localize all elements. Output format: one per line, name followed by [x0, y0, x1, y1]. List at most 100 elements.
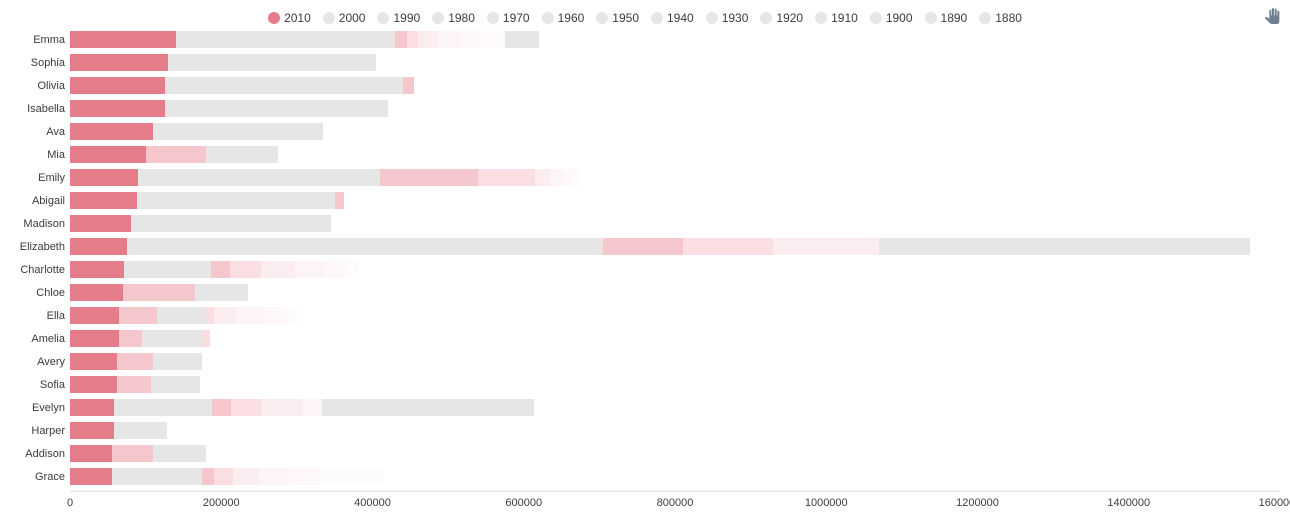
bar-segment[interactable]	[70, 169, 138, 186]
bar-segment[interactable]	[206, 146, 278, 163]
bar-segment[interactable]	[70, 215, 131, 232]
bar-segment[interactable]	[114, 399, 137, 416]
bar-segment[interactable]	[550, 169, 561, 186]
bar-segment[interactable]	[153, 123, 270, 140]
bar-row-mia[interactable]	[70, 146, 278, 163]
legend-item-1990[interactable]: 1990	[371, 11, 426, 25]
legend-item-1980[interactable]: 1980	[426, 11, 481, 25]
bar-segment[interactable]	[478, 238, 603, 255]
bar-segment[interactable]	[312, 31, 395, 48]
bar-segment[interactable]	[683, 238, 774, 255]
bar-segment[interactable]	[289, 468, 319, 485]
bar-row-emily[interactable]	[70, 169, 580, 186]
bar-segment[interactable]	[114, 422, 167, 439]
bar-row-abigail[interactable]	[70, 192, 344, 209]
bar-segment[interactable]	[146, 146, 207, 163]
bar-segment[interactable]	[214, 468, 233, 485]
legend-item-1970[interactable]: 1970	[481, 11, 536, 25]
bar-segment[interactable]	[320, 468, 354, 485]
bar-segment[interactable]	[286, 307, 297, 324]
bar-row-emma[interactable]	[70, 31, 539, 48]
legend-item-1890[interactable]: 1890	[919, 11, 974, 25]
bar-segment[interactable]	[289, 54, 376, 71]
bar-segment[interactable]	[335, 192, 344, 209]
bar-segment[interactable]	[70, 31, 176, 48]
bar-row-madison[interactable]	[70, 215, 331, 232]
bar-segment[interactable]	[142, 330, 203, 347]
legend-item-1900[interactable]: 1900	[864, 11, 919, 25]
bar-row-grace[interactable]	[70, 468, 384, 485]
bar-segment[interactable]	[70, 376, 117, 393]
bar-segment[interactable]	[119, 330, 142, 347]
bar-segment[interactable]	[151, 376, 200, 393]
bar-segment[interactable]	[70, 100, 165, 117]
bar-segment[interactable]	[202, 468, 213, 485]
bar-segment[interactable]	[117, 353, 153, 370]
bar-segment[interactable]	[308, 169, 380, 186]
bar-segment[interactable]	[403, 77, 414, 94]
bar-segment[interactable]	[70, 123, 153, 140]
bar-row-avery[interactable]	[70, 353, 202, 370]
bar-segment[interactable]	[117, 376, 151, 393]
bar-segment[interactable]	[773, 238, 879, 255]
bar-segment[interactable]	[202, 330, 210, 347]
bar-segment[interactable]	[573, 169, 581, 186]
bar-segment[interactable]	[395, 31, 406, 48]
bar-segment[interactable]	[119, 307, 157, 324]
bar-segment[interactable]	[303, 399, 322, 416]
bar-segment[interactable]	[535, 169, 550, 186]
bar-segment[interactable]	[458, 399, 534, 416]
bar-segment[interactable]	[1167, 238, 1212, 255]
bar-segment[interactable]	[165, 100, 309, 117]
bar-segment[interactable]	[418, 31, 437, 48]
bar-row-sofia[interactable]	[70, 376, 200, 393]
bar-segment[interactable]	[137, 192, 250, 209]
bar-segment[interactable]	[231, 399, 261, 416]
bar-row-evelyn[interactable]	[70, 399, 534, 416]
bar-segment[interactable]	[259, 468, 289, 485]
bar-segment[interactable]	[261, 399, 303, 416]
bar-segment[interactable]	[407, 31, 418, 48]
bar-segment[interactable]	[153, 445, 206, 462]
bar-segment[interactable]	[1114, 238, 1167, 255]
bar-row-olivia[interactable]	[70, 77, 414, 94]
bar-row-amelia[interactable]	[70, 330, 210, 347]
bar-row-charlotte[interactable]	[70, 261, 359, 278]
bar-segment[interactable]	[112, 468, 203, 485]
bar-segment[interactable]	[308, 100, 387, 117]
bar-segment[interactable]	[505, 31, 539, 48]
bar-segment[interactable]	[250, 192, 335, 209]
bar-row-ella[interactable]	[70, 307, 297, 324]
bar-segment[interactable]	[354, 468, 384, 485]
bar-segment[interactable]	[1000, 238, 1113, 255]
bar-segment[interactable]	[295, 261, 325, 278]
bar-row-chloe[interactable]	[70, 284, 248, 301]
bar-segment[interactable]	[123, 284, 195, 301]
bar-segment[interactable]	[70, 54, 168, 71]
bar-segment[interactable]	[437, 31, 460, 48]
bar-segment[interactable]	[138, 169, 308, 186]
legend-item-1930[interactable]: 1930	[700, 11, 755, 25]
bar-segment[interactable]	[157, 307, 206, 324]
bar-segment[interactable]	[230, 261, 260, 278]
bar-segment[interactable]	[367, 399, 458, 416]
bar-row-isabella[interactable]	[70, 100, 388, 117]
bar-segment[interactable]	[278, 215, 331, 232]
bar-segment[interactable]	[233, 468, 259, 485]
bar-segment[interactable]	[909, 238, 1000, 255]
bar-segment[interactable]	[263, 307, 286, 324]
bar-row-elizabeth[interactable]	[70, 238, 1250, 255]
bar-segment[interactable]	[348, 261, 359, 278]
bar-row-sophia[interactable]	[70, 54, 376, 71]
bar-segment[interactable]	[217, 238, 327, 255]
bar-segment[interactable]	[70, 192, 137, 209]
bar-segment[interactable]	[603, 238, 682, 255]
bar-segment[interactable]	[380, 169, 478, 186]
bar-segment[interactable]	[214, 307, 237, 324]
bar-segment[interactable]	[70, 261, 124, 278]
bar-segment[interactable]	[168, 54, 289, 71]
legend-item-2000[interactable]: 2000	[317, 11, 372, 25]
bar-row-harper[interactable]	[70, 422, 167, 439]
bar-segment[interactable]	[70, 330, 119, 347]
bar-segment[interactable]	[322, 399, 367, 416]
